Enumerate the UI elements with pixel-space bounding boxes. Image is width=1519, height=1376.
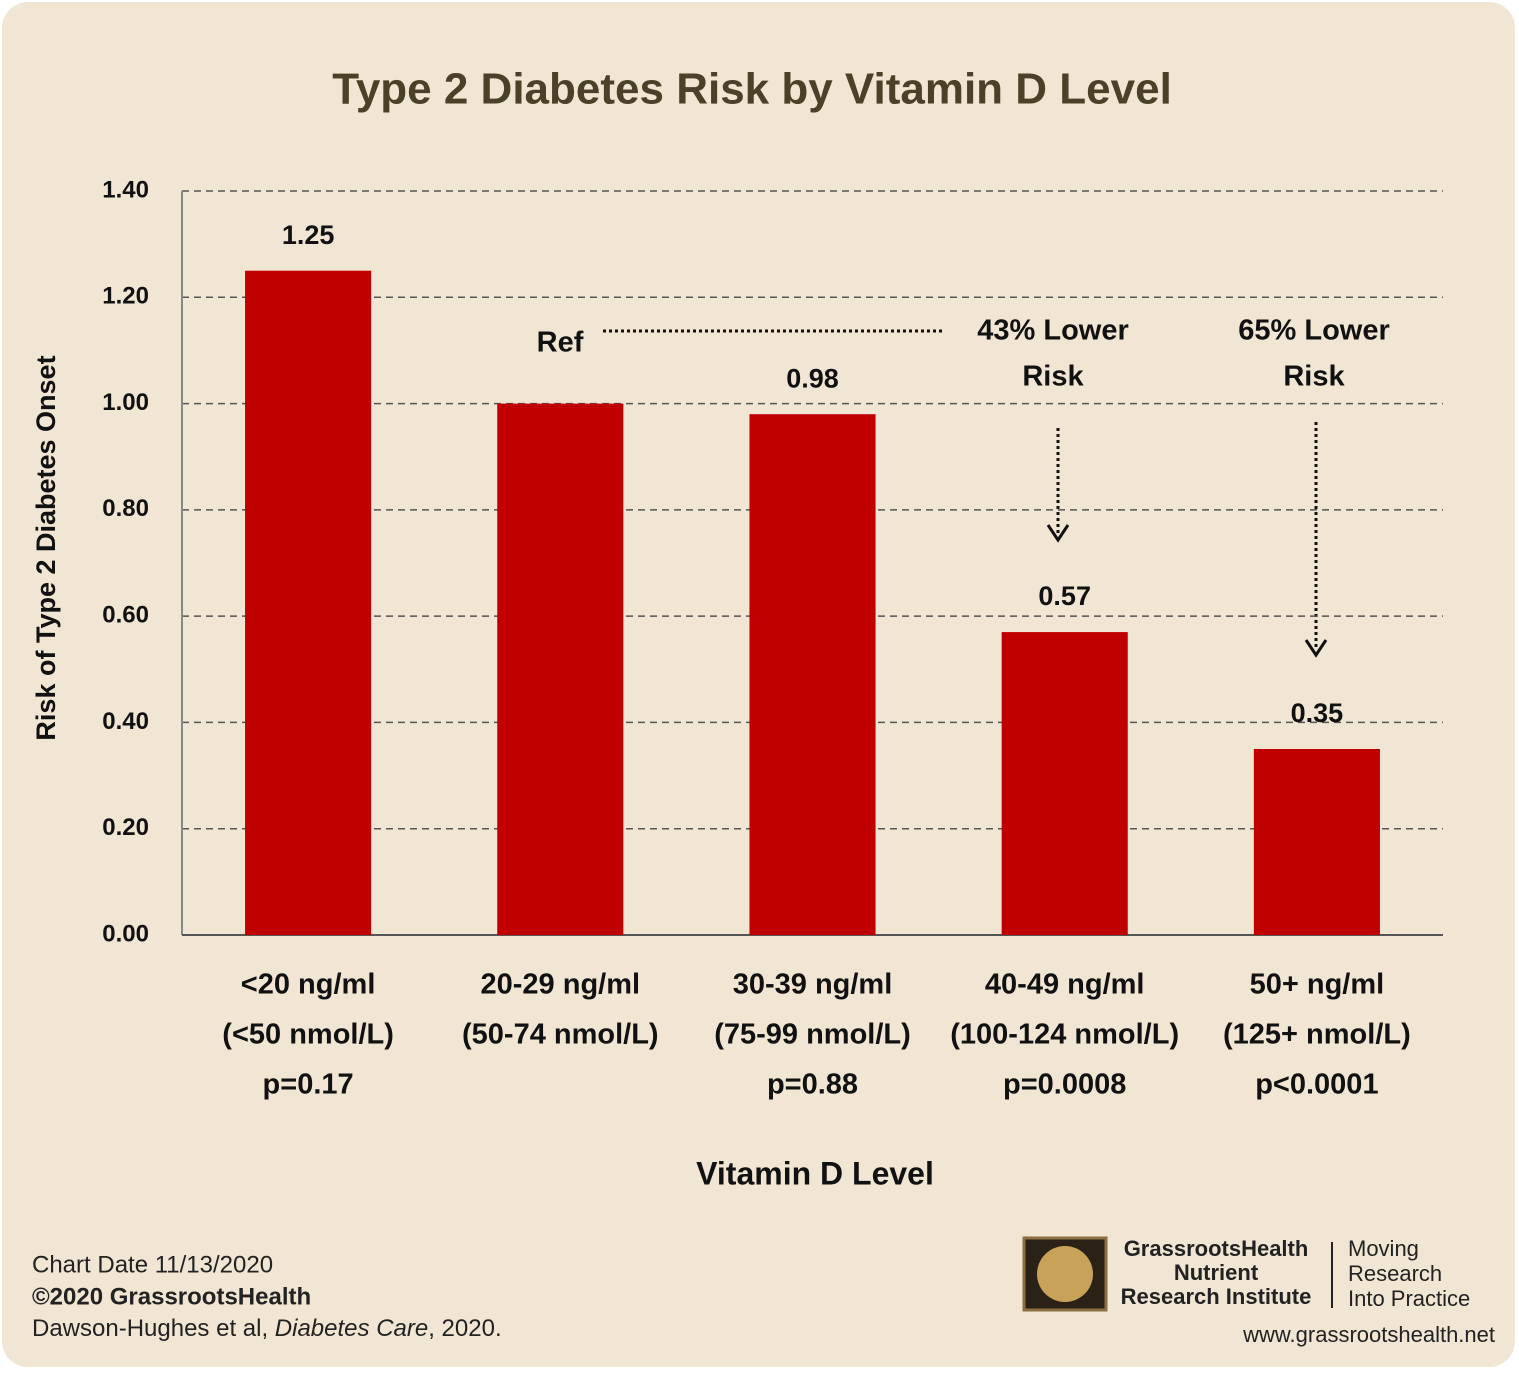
value-label: 0.57 xyxy=(1038,581,1091,611)
chart-date: Chart Date 11/13/2020 xyxy=(32,1251,273,1278)
x-tick-label: (100-124 nmol/L) xyxy=(950,1019,1179,1051)
x-tick-label: <20 ng/ml xyxy=(241,969,376,1001)
tagline: Moving xyxy=(1348,1236,1419,1261)
x-tick-label: (125+ nmol/L) xyxy=(1223,1019,1411,1051)
citation: Dawson-Hughes et al, Diabetes Care, 2020… xyxy=(32,1315,502,1342)
logo-text: GrassrootsHealth xyxy=(1124,1236,1309,1261)
annotation: Risk xyxy=(1283,361,1345,393)
x-tick-label: 20-29 ng/ml xyxy=(481,969,641,1001)
x-tick-label: 40-49 ng/ml xyxy=(985,969,1145,1001)
y-tick-label: 0.80 xyxy=(102,495,149,522)
y-tick-label: 1.00 xyxy=(102,389,149,416)
bar xyxy=(749,414,876,935)
annotation: 43% Lower xyxy=(977,315,1129,347)
x-tick-label: (<50 nmol/L) xyxy=(222,1019,394,1051)
logo-figure xyxy=(1037,1246,1093,1302)
x-tick-label: (75-99 nmol/L) xyxy=(714,1019,911,1051)
y-tick-label: 0.00 xyxy=(102,920,149,947)
arrow-head xyxy=(1304,639,1328,658)
tagline: Into Practice xyxy=(1348,1286,1470,1311)
x-tick-label: 50+ ng/ml xyxy=(1250,969,1385,1001)
logo-text: Nutrient xyxy=(1174,1260,1259,1285)
x-axis-title: Vitamin D Level xyxy=(696,1155,934,1191)
chart-title: Type 2 Diabetes Risk by Vitamin D Level xyxy=(332,65,1172,114)
x-tick-label: p<0.0001 xyxy=(1255,1069,1378,1101)
bar xyxy=(245,270,372,935)
arrow-head xyxy=(1046,524,1070,543)
x-tick-label: 30-39 ng/ml xyxy=(733,969,893,1001)
copyright: ©2020 GrassrootsHealth xyxy=(32,1283,311,1310)
y-axis-title: Risk of Type 2 Diabetes Onset xyxy=(31,355,61,740)
bar xyxy=(1253,749,1380,935)
value-label: 1.25 xyxy=(282,220,335,250)
value-label: 0.35 xyxy=(1291,698,1344,728)
citation-year: , 2020. xyxy=(428,1315,501,1342)
bar xyxy=(1001,632,1128,935)
y-tick-label: 0.20 xyxy=(102,814,149,841)
x-tick-label: p=0.17 xyxy=(263,1069,354,1101)
tagline: Research xyxy=(1348,1261,1442,1286)
bar xyxy=(497,403,624,936)
url: www.grassrootshealth.net xyxy=(1242,1322,1495,1347)
x-tick-label: p=0.0008 xyxy=(1003,1069,1126,1101)
x-tick-label: (50-74 nmol/L) xyxy=(462,1019,659,1051)
logo-text: Research Institute xyxy=(1121,1284,1312,1309)
x-tick-label: p=0.88 xyxy=(767,1069,858,1101)
y-tick-label: 1.40 xyxy=(102,176,149,203)
y-tick-label: 1.20 xyxy=(102,283,149,310)
annotation: Risk xyxy=(1022,361,1084,393)
y-tick-label: 0.40 xyxy=(102,708,149,735)
citation-authors: Dawson-Hughes et al, xyxy=(32,1315,275,1342)
citation-journal: Diabetes Care xyxy=(275,1315,428,1342)
annotation: 65% Lower xyxy=(1238,315,1390,347)
annotation: Ref xyxy=(537,327,584,359)
y-tick-label: 0.60 xyxy=(102,601,149,628)
value-label: 0.98 xyxy=(786,363,839,393)
